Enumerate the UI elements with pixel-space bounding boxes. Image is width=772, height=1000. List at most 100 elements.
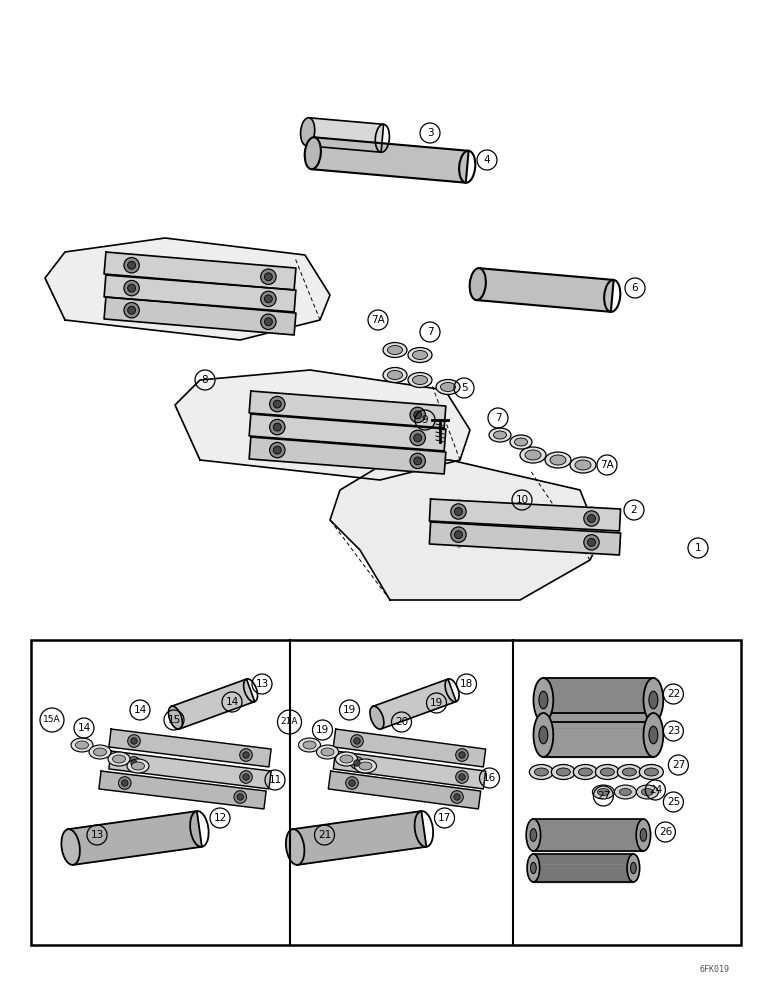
Ellipse shape	[408, 372, 432, 387]
Ellipse shape	[388, 346, 402, 355]
Circle shape	[455, 749, 469, 761]
Ellipse shape	[489, 428, 511, 442]
Circle shape	[269, 419, 285, 435]
Ellipse shape	[441, 382, 455, 391]
Text: 7: 7	[495, 413, 501, 423]
Polygon shape	[68, 811, 201, 865]
Polygon shape	[104, 297, 296, 335]
Ellipse shape	[592, 785, 615, 799]
Ellipse shape	[436, 379, 460, 394]
Ellipse shape	[168, 706, 182, 729]
Ellipse shape	[388, 370, 402, 379]
Text: 7A: 7A	[600, 460, 614, 470]
Ellipse shape	[551, 764, 575, 780]
Polygon shape	[306, 118, 384, 152]
Text: 9: 9	[422, 415, 428, 425]
Circle shape	[350, 735, 364, 747]
Ellipse shape	[644, 678, 663, 722]
Ellipse shape	[113, 755, 126, 763]
Circle shape	[350, 757, 364, 769]
Ellipse shape	[76, 741, 89, 749]
Ellipse shape	[533, 713, 554, 757]
Circle shape	[265, 318, 273, 326]
Circle shape	[127, 757, 141, 769]
Text: 15: 15	[168, 715, 181, 725]
Ellipse shape	[321, 748, 334, 756]
Circle shape	[261, 291, 276, 307]
Ellipse shape	[618, 764, 642, 780]
Ellipse shape	[649, 726, 658, 744]
Text: 14: 14	[134, 705, 147, 715]
Circle shape	[269, 442, 285, 458]
Circle shape	[455, 508, 462, 515]
Text: 17: 17	[438, 813, 451, 823]
Ellipse shape	[303, 741, 316, 749]
Circle shape	[130, 760, 137, 766]
Ellipse shape	[649, 691, 658, 709]
Ellipse shape	[575, 460, 591, 470]
Circle shape	[118, 777, 131, 789]
Ellipse shape	[615, 785, 636, 799]
Text: 21: 21	[318, 830, 331, 840]
Ellipse shape	[530, 764, 554, 780]
Text: 13: 13	[90, 830, 103, 840]
Circle shape	[354, 738, 361, 744]
Circle shape	[414, 457, 422, 465]
Ellipse shape	[408, 348, 432, 362]
Polygon shape	[533, 819, 643, 851]
Ellipse shape	[550, 455, 566, 465]
Ellipse shape	[574, 764, 598, 780]
Circle shape	[239, 749, 252, 761]
Circle shape	[127, 284, 136, 292]
Ellipse shape	[636, 819, 651, 851]
Text: 19: 19	[316, 725, 329, 735]
Ellipse shape	[631, 862, 636, 874]
Circle shape	[410, 407, 425, 423]
Ellipse shape	[525, 450, 541, 460]
Polygon shape	[543, 713, 653, 757]
Circle shape	[451, 791, 463, 803]
Polygon shape	[249, 437, 446, 474]
Circle shape	[261, 269, 276, 284]
Text: 14: 14	[77, 723, 90, 733]
Ellipse shape	[514, 438, 527, 446]
Ellipse shape	[370, 706, 384, 729]
Circle shape	[587, 515, 595, 522]
Ellipse shape	[530, 862, 537, 874]
Text: 4: 4	[484, 155, 490, 165]
Polygon shape	[293, 811, 426, 865]
Ellipse shape	[305, 137, 321, 169]
Ellipse shape	[534, 768, 548, 776]
Ellipse shape	[557, 768, 571, 776]
Ellipse shape	[595, 764, 619, 780]
Ellipse shape	[62, 829, 80, 865]
Circle shape	[587, 538, 595, 546]
Ellipse shape	[598, 788, 609, 796]
Circle shape	[410, 453, 425, 469]
Circle shape	[127, 261, 136, 269]
Ellipse shape	[286, 829, 304, 865]
Circle shape	[451, 527, 466, 542]
Ellipse shape	[354, 759, 377, 773]
Ellipse shape	[619, 788, 631, 796]
Polygon shape	[171, 679, 255, 729]
Polygon shape	[175, 370, 470, 480]
Circle shape	[239, 771, 252, 783]
Ellipse shape	[601, 768, 615, 776]
Ellipse shape	[636, 785, 659, 799]
Ellipse shape	[539, 726, 548, 744]
Polygon shape	[429, 499, 621, 531]
Text: 21A: 21A	[281, 718, 298, 726]
Circle shape	[273, 400, 281, 408]
Text: 7A: 7A	[371, 315, 385, 325]
Polygon shape	[330, 460, 600, 600]
Ellipse shape	[622, 768, 636, 776]
Ellipse shape	[469, 268, 486, 300]
Ellipse shape	[640, 829, 647, 841]
Polygon shape	[429, 522, 621, 555]
Text: 23: 23	[667, 726, 680, 736]
Text: 2: 2	[631, 505, 638, 515]
Polygon shape	[543, 678, 653, 722]
Ellipse shape	[527, 819, 540, 851]
Circle shape	[346, 777, 358, 789]
